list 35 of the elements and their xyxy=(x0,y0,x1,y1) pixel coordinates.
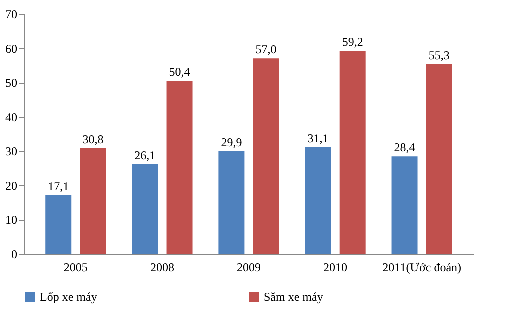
y-tick-label: 10 xyxy=(6,213,18,228)
x-tick-label: 2009 xyxy=(237,260,261,274)
data-label: 31,1 xyxy=(308,131,329,146)
legend-label: Săm xe máy xyxy=(264,290,324,304)
bar xyxy=(426,64,452,254)
data-label: 26,1 xyxy=(134,148,156,163)
bar xyxy=(392,156,418,254)
data-label: 30,8 xyxy=(82,132,104,146)
y-tick-label: 30 xyxy=(6,144,18,159)
bar xyxy=(166,81,193,254)
x-tick-label: 2010 xyxy=(324,260,348,274)
y-tick-label: 20 xyxy=(6,178,18,193)
y-tick-label: 0 xyxy=(12,248,18,262)
bar xyxy=(253,58,280,254)
bar xyxy=(340,51,366,254)
data-label: 50,4 xyxy=(169,65,190,80)
y-tick-label: 60 xyxy=(6,42,18,56)
data-label: 28,4 xyxy=(394,140,416,155)
bar xyxy=(218,151,245,254)
y-tick-label: 70 xyxy=(6,8,18,22)
bar xyxy=(305,147,332,254)
legend-label: Lốp xe máy xyxy=(40,290,98,304)
x-tick-label: 2005 xyxy=(64,260,88,274)
x-tick-label: 2008 xyxy=(150,260,174,274)
x-tick-label: 2011(Ước đoán) xyxy=(382,260,462,274)
bar xyxy=(80,148,106,254)
data-label: 29,9 xyxy=(221,135,242,150)
bar xyxy=(132,164,158,254)
data-label: 59,2 xyxy=(342,35,364,50)
y-tick-label: 50 xyxy=(6,76,18,90)
bar xyxy=(46,195,72,254)
data-label: 55,3 xyxy=(428,48,450,62)
data-label: 57,0 xyxy=(256,42,277,57)
y-tick-label: 40 xyxy=(6,110,18,124)
data-label: 17,1 xyxy=(48,179,70,194)
